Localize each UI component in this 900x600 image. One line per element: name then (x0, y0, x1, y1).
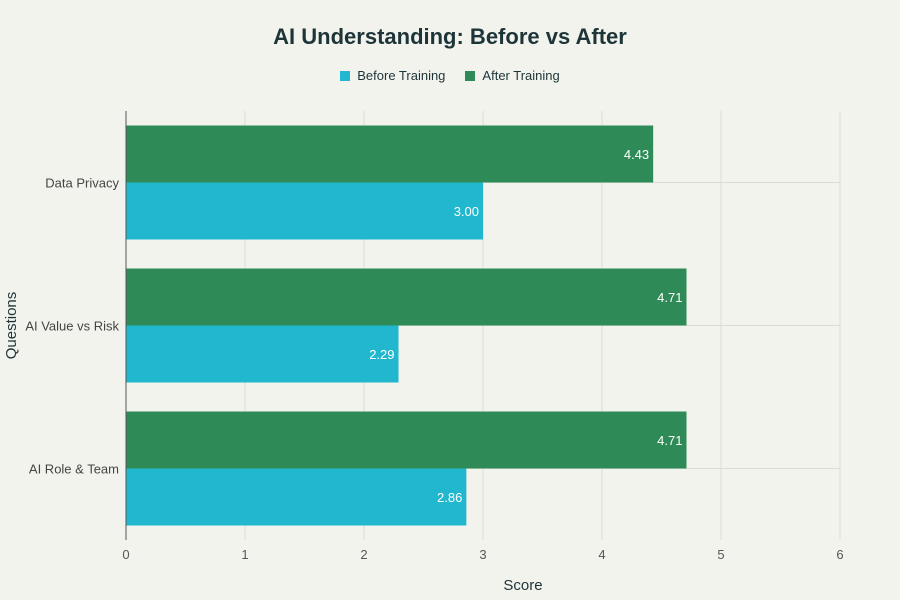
x-tick-label-3: 3 (479, 547, 486, 562)
chart-title: AI Understanding: Before vs After (273, 24, 627, 49)
legend-swatch-after (465, 70, 476, 81)
legend: Before Training After Training (0, 68, 900, 83)
x-tick-label-4: 4 (598, 547, 605, 562)
category-label-0: Data Privacy (45, 176, 119, 191)
data-label-after-0: 4.43 (624, 147, 649, 162)
data-label-before-1: 2.29 (369, 347, 394, 362)
x-tick-label-2: 2 (360, 547, 367, 562)
bar-after-2 (126, 411, 687, 469)
bar-after-1 (126, 268, 687, 326)
data-label-after-2: 4.71 (657, 433, 682, 448)
bar-before-0 (126, 182, 483, 240)
x-tick-label-1: 1 (241, 547, 248, 562)
legend-label-before: Before Training (357, 68, 446, 83)
category-label-2: AI Role & Team (29, 462, 119, 477)
bar-before-2 (126, 468, 467, 526)
legend-label-after: After Training (482, 68, 560, 83)
bar-before-1 (126, 325, 399, 383)
x-tick-label-6: 6 (836, 547, 843, 562)
data-label-after-1: 4.71 (657, 290, 682, 305)
legend-item-before[interactable]: Before Training (340, 68, 445, 83)
bar-after-0 (126, 125, 654, 183)
category-label-1: AI Value vs Risk (25, 319, 119, 334)
y-axis-title: Questions (3, 292, 20, 360)
legend-swatch-before (340, 70, 351, 81)
x-tick-label-5: 5 (717, 547, 724, 562)
legend-item-after[interactable]: After Training (465, 68, 560, 83)
x-tick-label-0: 0 (122, 547, 129, 562)
data-label-before-0: 3.00 (454, 204, 479, 219)
x-axis-title: Score (503, 577, 542, 594)
data-label-before-2: 2.86 (437, 490, 462, 505)
